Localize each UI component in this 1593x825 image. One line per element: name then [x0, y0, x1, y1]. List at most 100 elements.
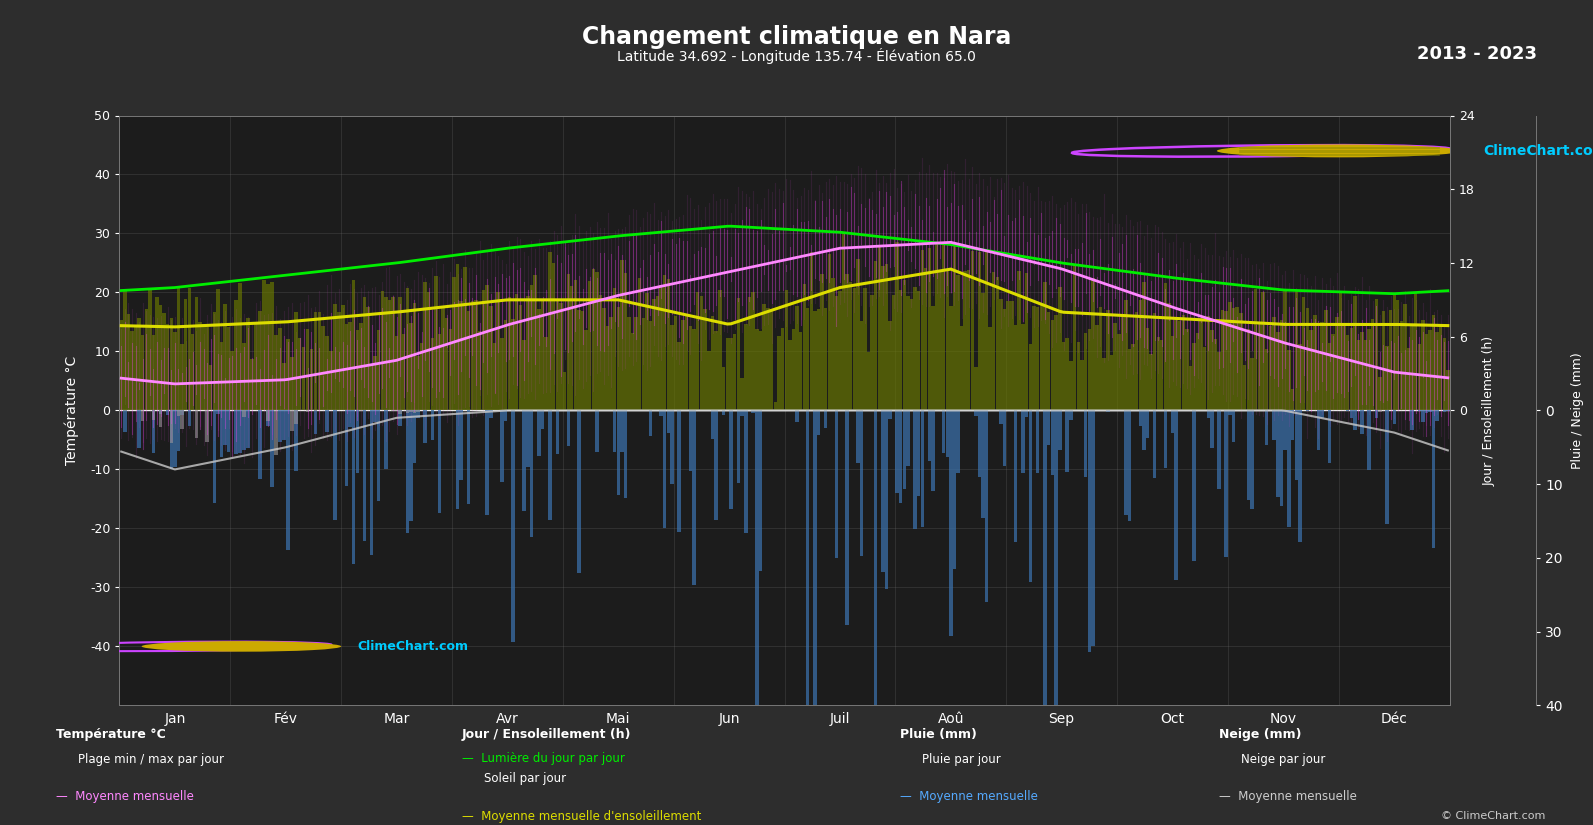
Bar: [223, 411, 226, 445]
Bar: [1268, 326, 1273, 411]
Bar: [421, 342, 424, 411]
Bar: [1013, 411, 1018, 542]
Bar: [123, 290, 126, 411]
Bar: [1295, 290, 1298, 411]
Bar: [416, 356, 419, 411]
Bar: [1035, 307, 1039, 411]
Bar: [1400, 321, 1403, 411]
Bar: [824, 309, 827, 411]
Bar: [537, 411, 540, 455]
Bar: [752, 411, 755, 413]
Bar: [1032, 306, 1035, 411]
Bar: [530, 411, 534, 536]
Bar: [1276, 411, 1279, 497]
Bar: [1343, 324, 1346, 411]
Bar: [699, 296, 703, 411]
Bar: [596, 272, 599, 411]
Bar: [1276, 332, 1279, 411]
Bar: [119, 320, 123, 411]
Bar: [1069, 411, 1072, 420]
Bar: [1058, 287, 1061, 411]
Bar: [660, 285, 663, 411]
Bar: [918, 411, 921, 496]
Bar: [1077, 342, 1080, 411]
Bar: [1171, 336, 1174, 411]
Bar: [978, 411, 981, 477]
Bar: [956, 411, 959, 474]
Bar: [752, 292, 755, 411]
Bar: [1357, 340, 1360, 411]
Bar: [220, 342, 223, 411]
Bar: [769, 309, 773, 411]
Bar: [456, 264, 459, 411]
Bar: [263, 280, 266, 411]
Bar: [1392, 294, 1395, 411]
Bar: [250, 359, 253, 411]
Bar: [1021, 411, 1024, 473]
Bar: [1231, 411, 1235, 442]
Bar: [710, 316, 714, 411]
Bar: [363, 297, 366, 411]
Bar: [409, 411, 413, 521]
Bar: [941, 243, 945, 411]
Bar: [824, 411, 827, 428]
Bar: [666, 279, 671, 411]
Bar: [806, 411, 809, 732]
Bar: [1029, 411, 1032, 582]
Bar: [548, 411, 551, 520]
Bar: [688, 326, 691, 411]
Bar: [1163, 283, 1168, 411]
Bar: [169, 318, 174, 411]
Bar: [1265, 411, 1268, 445]
Bar: [497, 292, 500, 411]
Bar: [1236, 307, 1239, 411]
Text: Soleil par jour: Soleil par jour: [484, 772, 567, 785]
Bar: [1386, 411, 1389, 524]
Bar: [1372, 319, 1375, 411]
Bar: [467, 311, 470, 411]
Bar: [1047, 411, 1050, 446]
Bar: [935, 243, 938, 411]
Bar: [898, 411, 903, 502]
Bar: [981, 293, 984, 411]
Bar: [1040, 304, 1043, 411]
Bar: [387, 300, 392, 411]
Bar: [1117, 334, 1120, 411]
Bar: [1051, 411, 1055, 474]
Bar: [481, 290, 486, 411]
Bar: [1290, 411, 1295, 441]
Bar: [1174, 411, 1177, 580]
Bar: [123, 411, 126, 432]
Bar: [744, 324, 747, 411]
Text: Plage min / max par jour: Plage min / max par jour: [78, 752, 225, 766]
Bar: [430, 411, 433, 440]
Text: —  Moyenne mensuelle: — Moyenne mensuelle: [1219, 790, 1357, 803]
Bar: [1381, 311, 1386, 411]
Bar: [781, 328, 784, 411]
Bar: [875, 261, 878, 411]
Text: ClimeChart.com: ClimeChart.com: [358, 640, 468, 653]
Bar: [500, 337, 503, 411]
Bar: [401, 334, 406, 411]
Bar: [398, 411, 401, 413]
Bar: [1211, 411, 1214, 449]
Bar: [511, 318, 515, 411]
Bar: [274, 335, 277, 411]
Bar: [1301, 297, 1305, 411]
Bar: [1424, 411, 1427, 413]
Bar: [239, 282, 242, 411]
Bar: [570, 286, 573, 411]
Bar: [478, 332, 481, 411]
Bar: [234, 299, 237, 411]
Bar: [932, 306, 935, 411]
Bar: [1290, 389, 1295, 411]
Bar: [1024, 273, 1029, 411]
Text: Neige (mm): Neige (mm): [1219, 728, 1301, 741]
Bar: [1443, 338, 1446, 411]
Bar: [406, 411, 409, 533]
Bar: [285, 339, 290, 411]
Bar: [333, 411, 338, 520]
Bar: [946, 271, 949, 411]
Bar: [344, 411, 349, 486]
Bar: [1029, 344, 1032, 411]
